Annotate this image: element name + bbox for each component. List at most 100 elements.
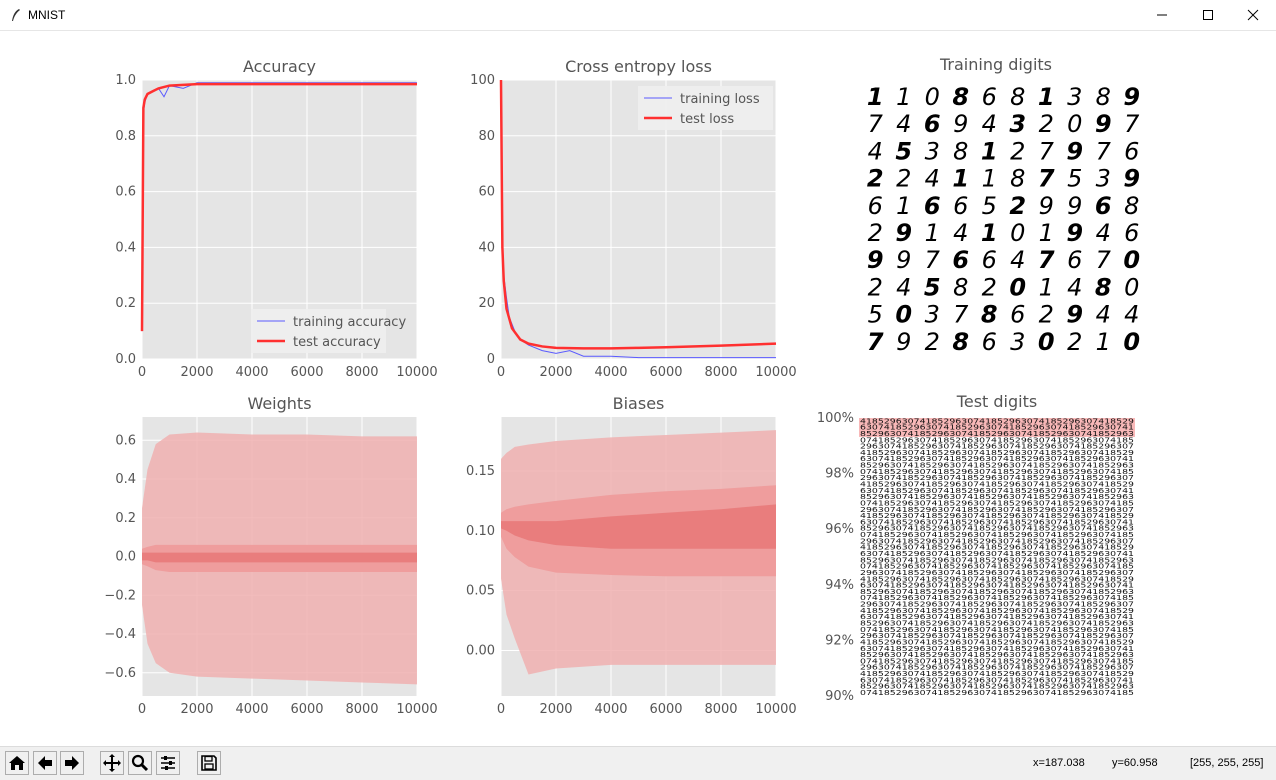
zoom-button[interactable]	[128, 751, 152, 775]
training-digit: 5	[868, 301, 883, 329]
training-digit: 4	[1096, 301, 1111, 329]
y-tick-label: 1.0	[115, 73, 136, 88]
navigation-toolbar: x=187.038 y=60.958 [255, 255, 255]	[0, 746, 1276, 780]
y-tick-label: 0.05	[466, 584, 495, 599]
x-tick-label: 8000	[704, 702, 737, 717]
x-tick-label: 0	[138, 365, 146, 380]
test-digit-row: 4185296307418529630741852963074185296307…	[860, 638, 1134, 646]
training-digit: 9	[1123, 165, 1140, 193]
back-icon	[38, 756, 52, 770]
training-digit: 1	[1039, 219, 1054, 247]
training-digit: 7	[1038, 246, 1055, 274]
y-tick-label: 20	[478, 296, 495, 311]
close-icon	[1247, 9, 1259, 21]
test-digit-row: 0741852963074185296307418529630741852963…	[860, 657, 1134, 665]
zoom-icon	[131, 754, 149, 772]
y-tick-label: 0.0	[115, 352, 136, 367]
test-digit-row: 0741852963074185296307418529630741852963…	[860, 468, 1134, 476]
training-digit: 8	[981, 301, 998, 329]
training-digit: 4	[896, 273, 911, 301]
training-digit: 2	[1039, 110, 1054, 138]
figure-canvas[interactable]: 0 2000 4000 6000 8000 10000 0.0 0.2 0.4 0.6 0.8 1.0…	[0, 31, 1276, 746]
test-digit-row: 0741852963074185296307418529630741852963…	[860, 499, 1134, 507]
training-digit: 0	[1010, 219, 1025, 247]
y-tick-label: −0.4	[104, 627, 136, 642]
training-digit: 2	[925, 328, 940, 356]
training-digit: 4	[868, 137, 883, 165]
training-digit: 7	[1039, 137, 1055, 165]
y-tick-label: 0.0	[115, 550, 136, 565]
x-tick-label: 0	[497, 702, 505, 717]
training-digit: 8	[952, 328, 969, 356]
pan-button[interactable]	[100, 751, 124, 775]
training-digit: 2	[867, 165, 884, 193]
test-digit-row: 4185296307418529630741852963074185296307…	[860, 481, 1134, 489]
training-digit: 0	[1009, 273, 1026, 301]
training-digit: 3	[1096, 165, 1111, 193]
training-digit: 1	[896, 83, 911, 111]
figure-svg: 0 2000 4000 6000 8000 100000.00.20.40.60.81.0…	[104, 55, 1140, 717]
home-icon	[9, 756, 25, 770]
y-tick-label: 0.2	[115, 511, 136, 526]
training-digit: 8	[1010, 83, 1025, 111]
training-digit: 9	[1039, 192, 1054, 220]
training-digit: 0	[1123, 246, 1140, 274]
x-tick-label: 10000	[755, 702, 796, 717]
training-digit: 4	[925, 165, 940, 193]
training-digit: 0	[1067, 110, 1082, 138]
training-digit: 7	[1038, 165, 1055, 193]
save-icon	[201, 755, 217, 771]
training-digit: 4	[1010, 246, 1025, 274]
test-digits-y-tick: 96%	[825, 522, 854, 537]
x-tick-label: 10000	[396, 702, 437, 717]
percentile-band-2	[501, 504, 776, 549]
forward-button[interactable]	[60, 751, 84, 775]
training-digit: 1	[867, 83, 884, 111]
training-digit: 7	[953, 301, 969, 329]
y-tick-label: 0.8	[115, 129, 136, 144]
training-digit: 4	[1067, 273, 1082, 301]
y-tick-label: −0.2	[104, 588, 136, 603]
training-digit: 0	[925, 83, 940, 111]
test-digit-row: 2963074185296307418529630741852963074185…	[860, 537, 1134, 545]
training-digit: 1	[896, 192, 911, 220]
window-title: MNIST	[28, 8, 66, 22]
training-digit: 9	[896, 246, 911, 274]
test-digit-row: 2963074185296307418529630741852963074185…	[860, 601, 1134, 609]
test-digit-row: 2963074185296307418529630741852963074185…	[860, 443, 1134, 451]
training-digit: 0	[895, 301, 912, 329]
test-digits-y-tick: 90%	[825, 689, 854, 704]
y-tick-label: 40	[478, 240, 495, 255]
save-button[interactable]	[197, 751, 221, 775]
test-digit-row: 0741852963074185296307418529630741852963…	[860, 436, 1134, 444]
training-digit: 8	[953, 137, 968, 165]
close-button[interactable]	[1230, 0, 1276, 30]
test-digits-y-tick: 100%	[817, 411, 854, 426]
test-digit-row: 4185296307418529630741852963074185296307…	[860, 544, 1134, 552]
maximize-button[interactable]	[1185, 0, 1231, 30]
test-digit-row: 0741852963074185296307418529630741852963…	[860, 594, 1134, 602]
minimize-button[interactable]	[1139, 0, 1185, 30]
y-tick-label: 0	[487, 352, 495, 367]
training-digit: 6	[1067, 246, 1082, 274]
training-digit: 8	[1124, 192, 1139, 220]
series-line-1	[140, 82, 417, 332]
forward-icon	[65, 756, 79, 770]
test-digit-row: 8529630741852963074185296307418529630741…	[860, 430, 1134, 438]
test-digits-grid: 4185296307418529630741852963074185296307…	[817, 411, 1135, 704]
test-digit-row: 8529630741852963074185296307418529630741…	[860, 556, 1134, 564]
x-tick-label: 2000	[180, 365, 213, 380]
training-digit: 4	[896, 110, 911, 138]
training-digit: 1	[1096, 328, 1111, 356]
loss-chart: 0 2000 4000 6000 8000 10000 0 20 40 60 80 100 Cross …	[470, 57, 797, 380]
home-button[interactable]	[5, 751, 29, 775]
x-tick-label: 6000	[649, 702, 682, 717]
x-tick-label: 0	[138, 702, 146, 717]
x-tick-label: 4000	[594, 702, 627, 717]
minimize-icon	[1157, 14, 1167, 16]
training-digit: 3	[925, 301, 940, 329]
training-digit: 7	[1124, 110, 1140, 138]
configure-subplots-button[interactable]	[156, 751, 180, 775]
back-button[interactable]	[33, 751, 57, 775]
training-digit: 4	[1124, 301, 1139, 329]
